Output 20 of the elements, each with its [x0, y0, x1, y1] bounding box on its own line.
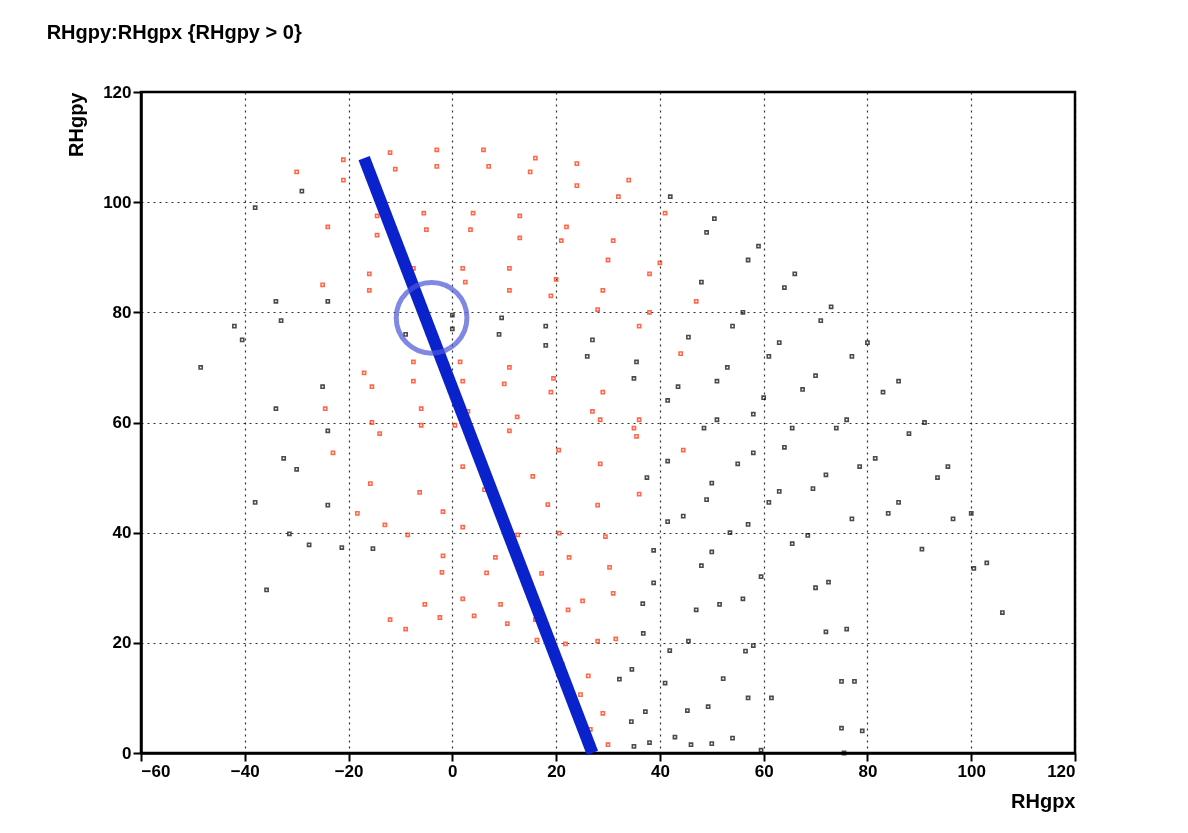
y-tick-label: 80: [112, 302, 132, 322]
x-tick-label: 100: [957, 761, 986, 781]
x-tick-label: 120: [1047, 761, 1076, 781]
y-tick-label: 0: [122, 743, 132, 763]
x-tick-label: 0: [448, 761, 458, 781]
x-tick-label: 60: [754, 761, 774, 781]
y-tick-label: 20: [112, 633, 132, 653]
x-tick-label: 80: [858, 761, 878, 781]
x-tick-label: −20: [334, 761, 364, 781]
y-tick-label: 40: [112, 523, 132, 543]
y-tick-label: 60: [112, 413, 132, 432]
x-axis-title: RHgpx: [1011, 789, 1076, 812]
y-tick-label: 120: [103, 82, 132, 102]
x-tick-label: 40: [650, 761, 670, 781]
x-tick-label: 20: [547, 761, 567, 781]
y-axis-title: RHgpy: [65, 91, 88, 157]
y-tick-label: 100: [103, 192, 132, 212]
chart-title: RHgpy:RHgpx {RHgpy > 0}: [46, 21, 302, 43]
x-tick-label: −40: [230, 761, 260, 781]
x-tick-label: −60: [141, 761, 171, 781]
